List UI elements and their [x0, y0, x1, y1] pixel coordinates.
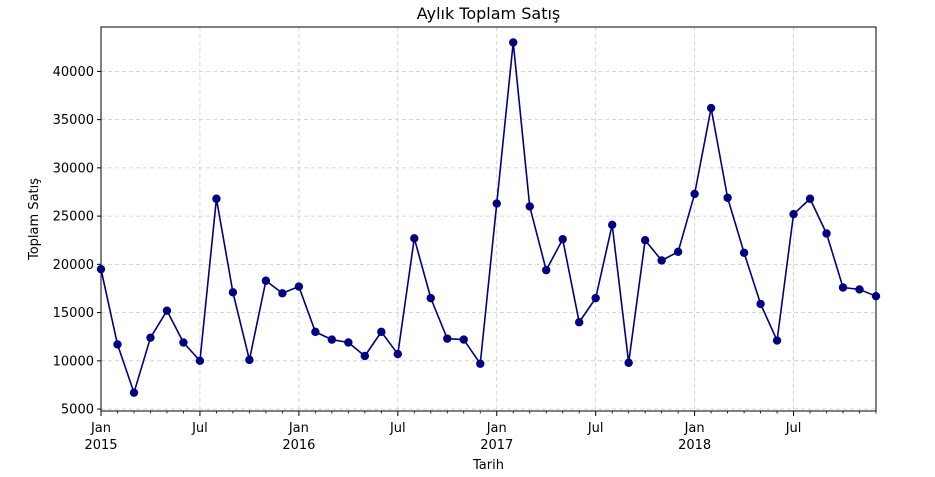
x-tick-year-label: 2017: [480, 438, 513, 453]
data-point: [360, 351, 370, 361]
x-axis-label: Tarih: [472, 458, 504, 473]
data-point: [228, 288, 238, 297]
x-tick-label: Jul: [191, 421, 208, 436]
chart-title: Aylık Toplam Satış: [417, 4, 561, 23]
data-point: [772, 336, 782, 345]
data-point: [311, 327, 320, 337]
x-minor-ticks: [117, 411, 877, 414]
data-point: [756, 299, 765, 309]
y-tick-label: 5000: [61, 403, 94, 418]
data-point: [624, 358, 633, 367]
data-point: [129, 388, 139, 397]
data-point: [96, 264, 106, 274]
y-tick-label: 25000: [53, 210, 94, 225]
x-tick-year-label: 2018: [678, 438, 711, 453]
plot-frame: [100, 26, 877, 412]
x-tick-label: Jul: [785, 421, 802, 436]
data-point: [146, 333, 155, 342]
data-point: [706, 103, 716, 113]
data-point: [245, 355, 254, 365]
y-tick-label: 35000: [53, 113, 94, 128]
y-tick-label: 40000: [53, 65, 94, 80]
data-point: [657, 256, 666, 265]
x-tick-label: Jul: [587, 421, 604, 436]
data-point: [377, 327, 386, 337]
data-point: [212, 194, 221, 203]
data-point: [789, 209, 798, 219]
data-point: [294, 282, 304, 291]
data-point: [113, 340, 122, 349]
grid-lines: [100, 27, 876, 411]
y-tick-label: 30000: [53, 161, 94, 176]
data-point: [739, 248, 749, 257]
data-point: [723, 193, 732, 202]
data-point: [558, 235, 567, 244]
data-point: [871, 291, 881, 301]
data-point: [591, 293, 600, 303]
data-point: [838, 283, 848, 292]
data-point: [426, 293, 435, 303]
data-point: [327, 335, 337, 344]
data-point: [822, 229, 831, 238]
data-point: [261, 276, 271, 285]
data-point: [690, 189, 699, 199]
data-point: [640, 236, 650, 245]
y-axis: 5000 10000 15000 20000 25000 30000 35000 40000: [53, 65, 101, 418]
x-tick-label: Jan: [90, 421, 111, 436]
y-tick-label: 20000: [53, 258, 94, 273]
data-point: [162, 306, 172, 315]
data-point: [492, 199, 501, 208]
data-point: [855, 285, 864, 294]
data-point: [459, 335, 468, 344]
y-tick-label: 10000: [53, 354, 94, 369]
data-point: [195, 356, 205, 366]
x-tick-year-label: 2016: [282, 438, 315, 453]
data-point: [673, 247, 683, 257]
data-point: [509, 38, 518, 47]
x-tick-year-label: 2015: [84, 438, 117, 453]
data-point: [542, 265, 551, 275]
x-tick-label: Jul: [389, 421, 406, 436]
data-point: [179, 338, 188, 347]
data-point: [278, 289, 287, 298]
data-point: [607, 220, 617, 229]
x-tick-label: Jan: [684, 421, 705, 436]
y-axis-label: Toplam Satış: [27, 178, 42, 261]
data-point: [443, 334, 452, 343]
data-point: [393, 349, 403, 359]
data-point: [410, 234, 419, 243]
data-point: [344, 338, 353, 347]
series-sales: [96, 38, 881, 397]
x-tick-label: Jan: [486, 421, 507, 436]
data-point: [525, 202, 534, 211]
x-axis: Jan 2015 Jul Jan 2016 Jul Jan 2017 Jul Jan 2018 Jul: [84, 411, 801, 453]
series-line: [100, 41, 877, 394]
data-point: [574, 318, 584, 327]
y-tick-label: 15000: [53, 306, 94, 321]
data-point: [805, 194, 815, 203]
x-tick-label: Jan: [288, 421, 309, 436]
data-point: [476, 359, 485, 368]
